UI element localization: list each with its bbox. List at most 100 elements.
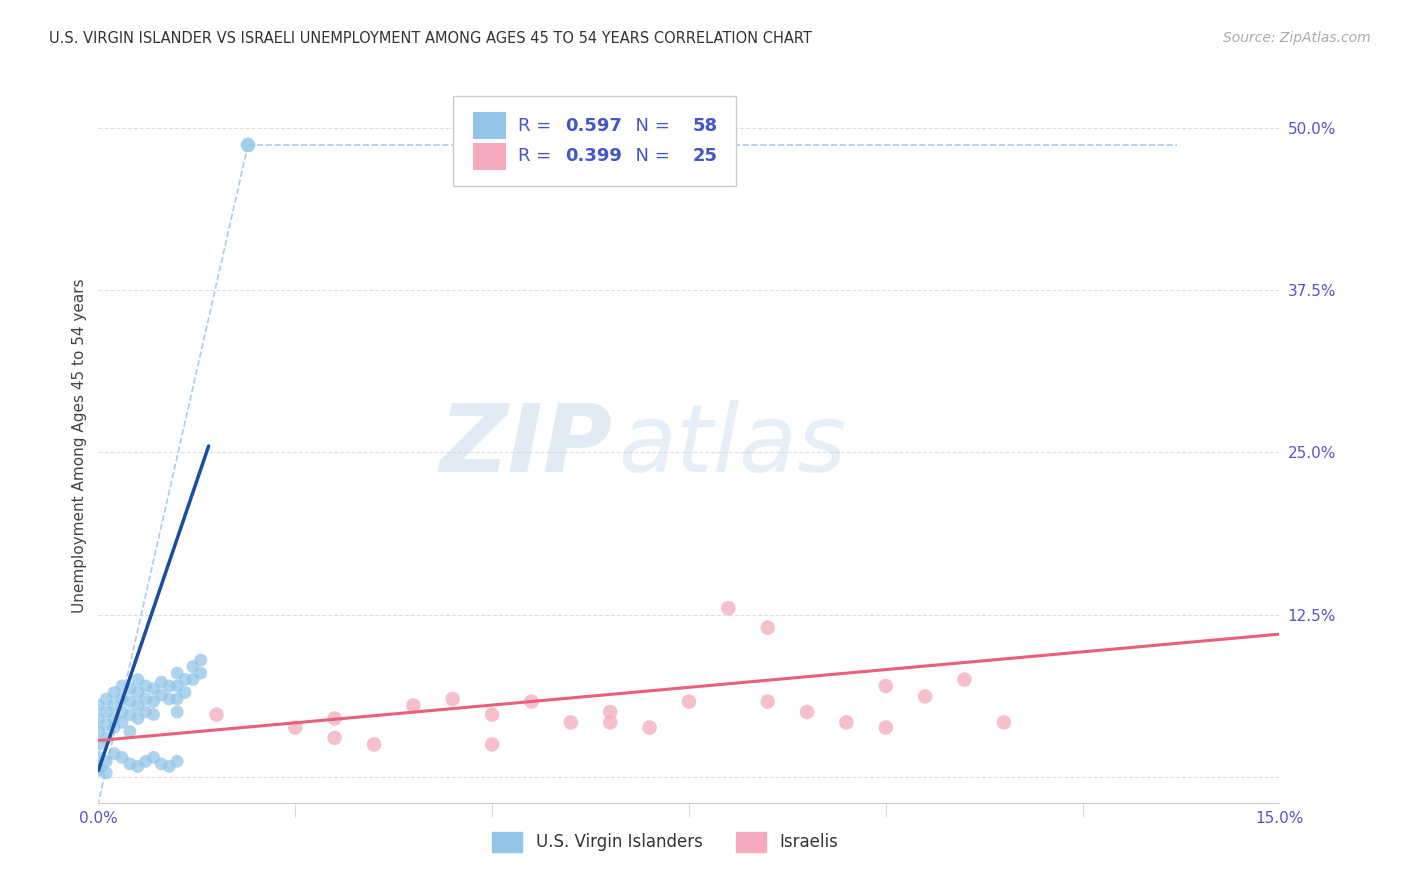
Point (914, 690, 936, 704)
Point (181, 659, 204, 673)
Point (118, 724, 141, 739)
Point (560, 715, 582, 730)
Point (111, 679, 134, 693)
Point (481, 738, 503, 752)
Point (111, 715, 134, 730)
Point (103, 711, 125, 725)
Point (236, 138, 259, 153)
Point (190, 666, 212, 681)
Point (135, 705, 157, 719)
Point (96, 692, 118, 706)
Point (205, 707, 228, 722)
Point (157, 692, 180, 706)
Point (166, 666, 188, 681)
Point (166, 754, 188, 768)
Y-axis label: Unemployment Among Ages 45 to 54 years: Unemployment Among Ages 45 to 54 years (72, 278, 87, 614)
FancyBboxPatch shape (472, 143, 506, 169)
Point (127, 711, 149, 725)
Point (166, 705, 188, 719)
Text: U.S. VIRGIN ISLANDER VS ISRAELI UNEMPLOYMENT AMONG AGES 45 TO 54 YEARS CORRELATI: U.S. VIRGIN ISLANDER VS ISRAELI UNEMPLOY… (49, 31, 813, 46)
Point (103, 747, 125, 761)
Text: N =: N = (624, 147, 675, 165)
Point (118, 695, 141, 709)
Point (103, 721, 125, 735)
Point (142, 707, 165, 722)
Point (166, 679, 188, 693)
Point (127, 698, 149, 713)
Point (993, 715, 1015, 730)
Point (157, 679, 180, 693)
Point (481, 707, 503, 722)
Point (87, 738, 110, 752)
Point (599, 715, 621, 730)
Point (150, 756, 173, 771)
Point (953, 673, 976, 687)
Point (796, 705, 818, 719)
Point (181, 673, 204, 687)
Point (127, 685, 149, 699)
FancyBboxPatch shape (472, 112, 506, 139)
Point (441, 692, 464, 706)
Point (87, 698, 110, 713)
Point (363, 738, 385, 752)
Point (135, 679, 157, 693)
Point (135, 754, 157, 768)
Point (127, 673, 149, 687)
Point (875, 679, 897, 693)
Point (135, 692, 157, 706)
Point (118, 707, 141, 722)
Point (87, 764, 110, 778)
Point (323, 731, 346, 745)
Point (103, 698, 125, 713)
Point (756, 695, 779, 709)
Point (835, 715, 858, 730)
Point (103, 685, 125, 699)
Text: R =: R = (517, 117, 557, 135)
Point (87, 750, 110, 764)
Text: 25: 25 (693, 147, 717, 165)
Point (118, 681, 141, 696)
Point (96, 705, 118, 719)
Text: 0.597: 0.597 (565, 117, 621, 135)
Legend: U.S. Virgin Islanders, Israelis: U.S. Virgin Islanders, Israelis (486, 825, 845, 859)
Point (150, 675, 173, 690)
Point (599, 705, 621, 719)
Point (402, 698, 425, 713)
Point (96, 731, 118, 745)
Text: atlas: atlas (619, 401, 846, 491)
Point (96, 766, 118, 780)
Point (520, 695, 543, 709)
Point (87, 711, 110, 725)
Point (174, 673, 197, 687)
Point (96, 718, 118, 732)
Point (166, 692, 188, 706)
Point (678, 695, 700, 709)
Point (142, 750, 165, 764)
Text: Source: ZipAtlas.com: Source: ZipAtlas.com (1223, 31, 1371, 45)
Point (150, 688, 173, 702)
Point (875, 721, 897, 735)
Point (127, 759, 149, 773)
Point (284, 721, 307, 735)
Point (323, 711, 346, 725)
Text: ZIP: ZIP (439, 400, 612, 492)
Point (118, 756, 141, 771)
Point (638, 721, 661, 735)
Text: 0.399: 0.399 (565, 147, 621, 165)
Point (756, 621, 779, 635)
Point (87, 724, 110, 739)
Point (96, 754, 118, 768)
Text: 58: 58 (693, 117, 717, 135)
FancyBboxPatch shape (453, 96, 737, 186)
Text: R =: R = (517, 147, 557, 165)
Point (111, 692, 134, 706)
Text: N =: N = (624, 117, 675, 135)
Point (111, 750, 134, 764)
Point (190, 653, 212, 667)
Point (87, 759, 110, 773)
Point (174, 685, 197, 699)
Point (157, 759, 180, 773)
Point (717, 601, 740, 615)
Point (142, 681, 165, 696)
Point (142, 695, 165, 709)
